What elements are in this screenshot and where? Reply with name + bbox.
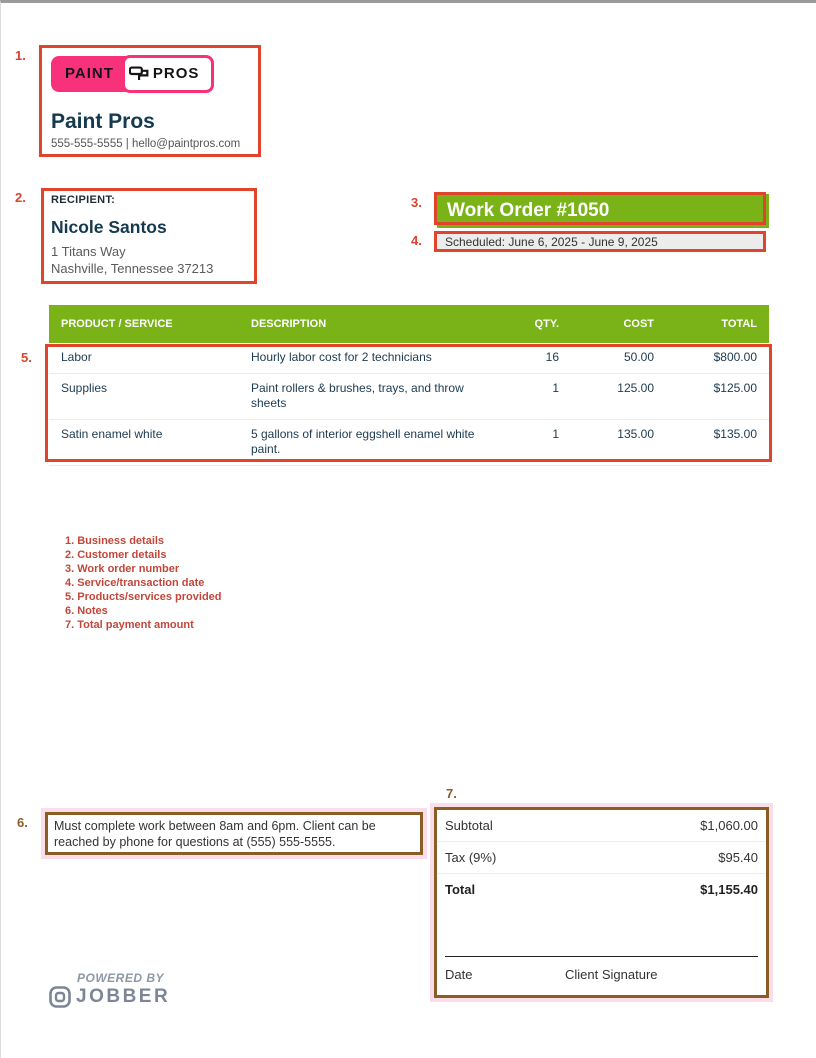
subtotal-row: Subtotal $1,060.00 [437,810,766,842]
legend-item: 4. Service/transaction date [65,577,205,589]
total-value: $1,155.40 [700,882,758,897]
column-header-description: DESCRIPTION [251,318,327,330]
business-logo: PAINT PROS [51,55,215,93]
date-label: Date [445,967,473,982]
signature-line [445,956,758,957]
annotation-number-2: 2. [15,190,26,205]
annotation-number-6: 6. [17,815,28,830]
jobber-logo: JOBBER [49,986,170,1008]
cell-qty: 1 [552,380,559,395]
recipient-name: Nicole Santos [51,217,167,237]
cell-product: Supplies [61,380,108,395]
tax-value: $95.40 [718,850,758,865]
recipient-address-line1: 1 Titans Way [51,244,126,259]
line-items-table: PRODUCT / SERVICE DESCRIPTION QTY. COST … [49,305,769,466]
subtotal-value: $1,060.00 [700,818,758,833]
cell-total: $800.00 [713,350,757,364]
annotation-number-7: 7. [446,786,457,801]
legend-item: 6. Notes [65,605,108,617]
annotation-number-5: 5. [21,350,32,365]
column-header-qty: QTY. [534,318,559,330]
recipient-label: RECIPIENT: [51,194,116,206]
annotation-number-4: 4. [411,233,422,248]
jobber-logo-icon [49,986,71,1008]
logo-pros-badge: PROS [121,55,215,93]
total-row: Total $1,155.40 [437,874,766,905]
table-row: Supplies Paint rollers & brushes, trays,… [49,374,769,420]
cell-product: Labor [61,350,92,364]
scheduled-date: Scheduled: June 6, 2025 - June 9, 2025 [445,234,658,249]
table-row: Labor Hourly labor cost for 2 technician… [49,343,769,374]
cell-description: Paint rollers & brushes, trays, and thro… [251,380,464,411]
recipient-address: 1 Titans Way Nashville, Tennessee 37213 [51,243,213,277]
cell-description: 5 gallons of interior eggshell enamel wh… [251,426,475,457]
cell-product: Satin enamel white [61,426,163,441]
subtotal-label: Subtotal [445,818,493,833]
annotation-number-3: 3. [411,195,422,210]
powered-by-label: POWERED BY [77,971,165,985]
table-header-row: PRODUCT / SERVICE DESCRIPTION QTY. COST … [49,305,769,343]
legend-item: 2. Customer details [65,549,167,561]
client-signature-label: Client Signature [565,967,658,982]
legend-item: 7. Total payment amount [65,619,194,631]
legend-item: 3. Work order number [65,563,180,575]
tax-label: Tax (9%) [445,850,497,865]
annotation-number-1: 1. [15,48,26,63]
total-label: Total [445,882,476,897]
column-header-total: TOTAL [721,318,757,330]
notes-text: Must complete work between 8am and 6pm. … [54,819,376,849]
logo-pros-label: PROS [152,65,200,82]
cell-cost: 50.00 [623,350,654,364]
table-row: Satin enamel white 5 gallons of interior… [49,420,769,466]
paint-roller-icon [128,63,151,85]
column-header-product: PRODUCT / SERVICE [61,318,173,330]
cell-total: $135.00 [713,426,757,441]
business-contact: 555-555-5555 | hello@paintpros.com [51,138,241,150]
annotation-legend: 1. Business details 2. Customer details … [65,534,222,632]
cell-total: $125.00 [713,380,757,395]
scheduled-date-bar: Scheduled: June 6, 2025 - June 9, 2025 [437,232,766,251]
cell-description: Hourly labor cost for 2 technicians [251,350,432,364]
recipient-address-line2: Nashville, Tennessee 37213 [51,261,214,276]
work-order-title-banner: Work Order #1050 [437,194,769,228]
work-order-title: Work Order #1050 [447,200,610,221]
legend-item: 1. Business details [65,535,165,547]
cell-qty: 16 [545,350,559,364]
business-name: Paint Pros [51,110,155,133]
cell-qty: 1 [552,426,559,441]
legend-item: 5. Products/services provided [65,591,222,603]
cell-cost: 125.00 [617,380,654,395]
jobber-brand-label: JOBBER [76,986,171,1007]
totals-section: Subtotal $1,060.00 Tax (9%) $95.40 Total… [437,810,766,995]
cell-cost: 135.00 [617,426,654,441]
tax-row: Tax (9%) $95.40 [437,842,766,874]
column-header-cost: COST [623,318,654,330]
